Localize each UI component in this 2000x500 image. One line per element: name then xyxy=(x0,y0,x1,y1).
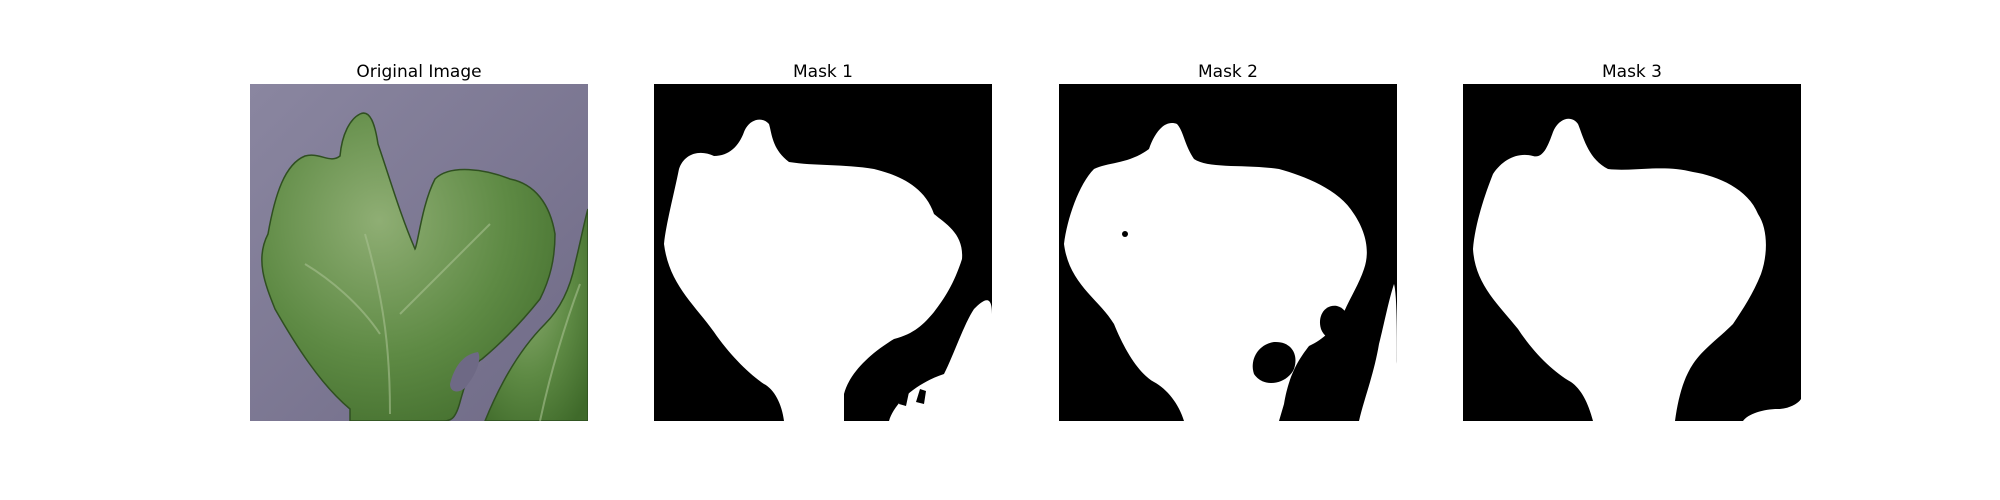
mask-1-panel: Mask 1 xyxy=(654,60,992,421)
mask-2-panel: Mask 2 xyxy=(1059,60,1397,421)
original-leaf-photo xyxy=(250,84,588,421)
panel-title-original: Original Image xyxy=(356,62,482,82)
mask-3-image xyxy=(1463,84,1801,421)
panel-title-mask-2: Mask 2 xyxy=(1197,62,1258,82)
mask-1-image xyxy=(654,84,992,421)
mask-3-panel: Mask 3 xyxy=(1463,60,1801,421)
original-image-panel: Original Image xyxy=(250,60,588,421)
panel-title-mask-3: Mask 3 xyxy=(1601,62,1662,82)
mask-2-image xyxy=(1059,84,1397,421)
panel-title-mask-1: Mask 1 xyxy=(792,62,853,82)
